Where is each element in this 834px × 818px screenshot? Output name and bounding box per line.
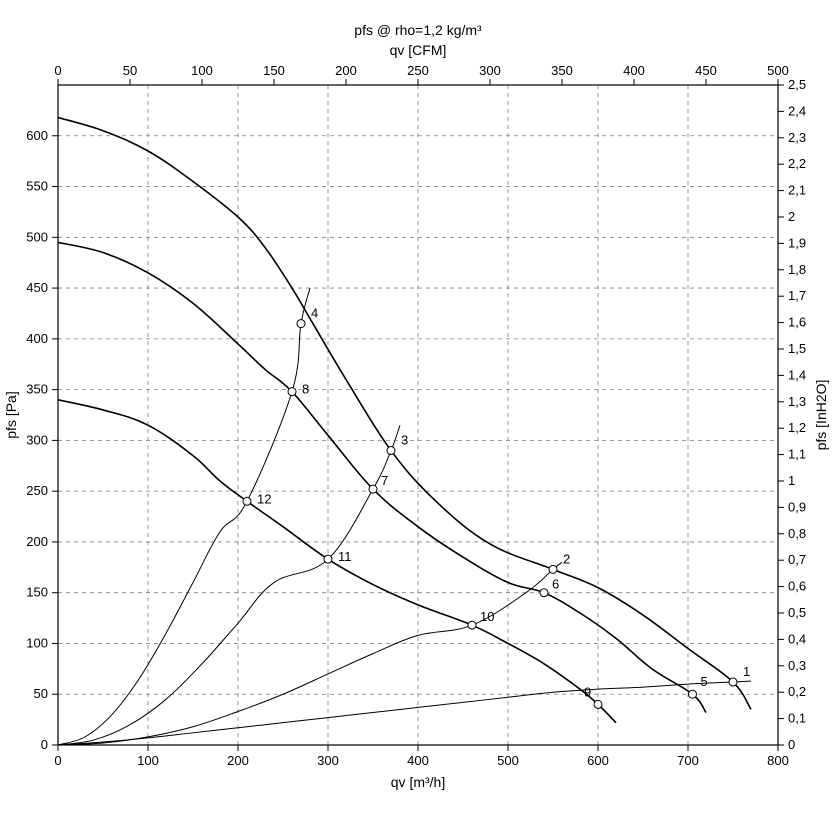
chart-title: pfs @ rho=1,2 kg/m³ (354, 22, 482, 38)
svg-text:2,4: 2,4 (788, 103, 806, 118)
svg-text:400: 400 (407, 753, 429, 768)
x-top-label: qv [CFM] (390, 42, 447, 58)
svg-text:1: 1 (788, 473, 795, 488)
point-9 (594, 700, 602, 708)
point-12 (243, 497, 251, 505)
point-label-4: 4 (311, 306, 318, 321)
point-8 (288, 388, 296, 396)
svg-text:0,8: 0,8 (788, 526, 806, 541)
point-label-11: 11 (338, 549, 352, 564)
svg-text:500: 500 (26, 229, 48, 244)
svg-text:0: 0 (788, 737, 795, 752)
svg-text:2,3: 2,3 (788, 130, 806, 145)
point-label-1: 1 (743, 664, 750, 679)
point-label-8: 8 (302, 382, 309, 397)
svg-text:1,6: 1,6 (788, 315, 806, 330)
svg-text:1,9: 1,9 (788, 235, 806, 250)
svg-text:2: 2 (788, 209, 795, 224)
svg-text:0,3: 0,3 (788, 658, 806, 673)
svg-text:1,1: 1,1 (788, 447, 806, 462)
svg-text:0,6: 0,6 (788, 579, 806, 594)
point-2 (549, 565, 557, 573)
point-4 (297, 320, 305, 328)
svg-text:600: 600 (587, 753, 609, 768)
svg-text:100: 100 (191, 63, 213, 78)
svg-text:300: 300 (317, 753, 339, 768)
svg-text:150: 150 (26, 585, 48, 600)
y-right-label: pfs [InH2O] (813, 380, 829, 451)
svg-text:0,1: 0,1 (788, 711, 806, 726)
svg-text:800: 800 (767, 753, 789, 768)
point-label-5: 5 (701, 674, 708, 689)
point-label-2: 2 (563, 551, 570, 566)
y-left-label: pfs [Pa] (3, 391, 19, 438)
svg-text:0,9: 0,9 (788, 499, 806, 514)
svg-text:200: 200 (26, 534, 48, 549)
svg-text:700: 700 (677, 753, 699, 768)
svg-text:0: 0 (54, 63, 61, 78)
svg-text:50: 50 (34, 686, 48, 701)
svg-text:0,4: 0,4 (788, 631, 806, 646)
svg-text:1,5: 1,5 (788, 341, 806, 356)
svg-text:50: 50 (123, 63, 137, 78)
svg-text:0: 0 (41, 737, 48, 752)
svg-text:200: 200 (227, 753, 249, 768)
svg-text:350: 350 (551, 63, 573, 78)
point-label-9: 9 (584, 684, 591, 699)
svg-text:600: 600 (26, 128, 48, 143)
svg-text:0,5: 0,5 (788, 605, 806, 620)
point-3 (387, 447, 395, 455)
svg-text:150: 150 (263, 63, 285, 78)
point-label-7: 7 (381, 473, 388, 488)
svg-text:500: 500 (767, 63, 789, 78)
svg-text:0,2: 0,2 (788, 684, 806, 699)
svg-text:1,2: 1,2 (788, 420, 806, 435)
svg-text:1,7: 1,7 (788, 288, 806, 303)
point-1 (729, 678, 737, 686)
svg-text:400: 400 (26, 331, 48, 346)
point-5 (689, 690, 697, 698)
svg-text:250: 250 (26, 483, 48, 498)
point-11 (324, 555, 332, 563)
point-6 (540, 589, 548, 597)
svg-text:400: 400 (623, 63, 645, 78)
svg-text:250: 250 (407, 63, 429, 78)
svg-text:2,5: 2,5 (788, 77, 806, 92)
svg-text:450: 450 (695, 63, 717, 78)
point-10 (468, 621, 476, 629)
x-bottom-label: qv [m³/h] (391, 774, 445, 790)
svg-text:300: 300 (26, 432, 48, 447)
svg-text:350: 350 (26, 382, 48, 397)
point-label-12: 12 (257, 491, 271, 506)
point-label-3: 3 (401, 433, 408, 448)
svg-text:300: 300 (479, 63, 501, 78)
svg-text:550: 550 (26, 179, 48, 194)
chart-svg: 0100200300400500600700800qv [m³/h]050100… (0, 0, 834, 818)
svg-text:200: 200 (335, 63, 357, 78)
point-7 (369, 485, 377, 493)
svg-text:450: 450 (26, 280, 48, 295)
svg-text:0,7: 0,7 (788, 552, 806, 567)
fan-chart: 0100200300400500600700800qv [m³/h]050100… (0, 0, 834, 818)
svg-text:100: 100 (137, 753, 159, 768)
svg-text:1,3: 1,3 (788, 394, 806, 409)
svg-text:1,4: 1,4 (788, 367, 806, 382)
svg-text:500: 500 (497, 753, 519, 768)
point-label-10: 10 (480, 609, 494, 624)
svg-text:2,2: 2,2 (788, 156, 806, 171)
svg-text:1,8: 1,8 (788, 262, 806, 277)
point-label-6: 6 (552, 577, 559, 592)
svg-text:100: 100 (26, 635, 48, 650)
svg-text:0: 0 (54, 753, 61, 768)
svg-text:2,1: 2,1 (788, 183, 806, 198)
